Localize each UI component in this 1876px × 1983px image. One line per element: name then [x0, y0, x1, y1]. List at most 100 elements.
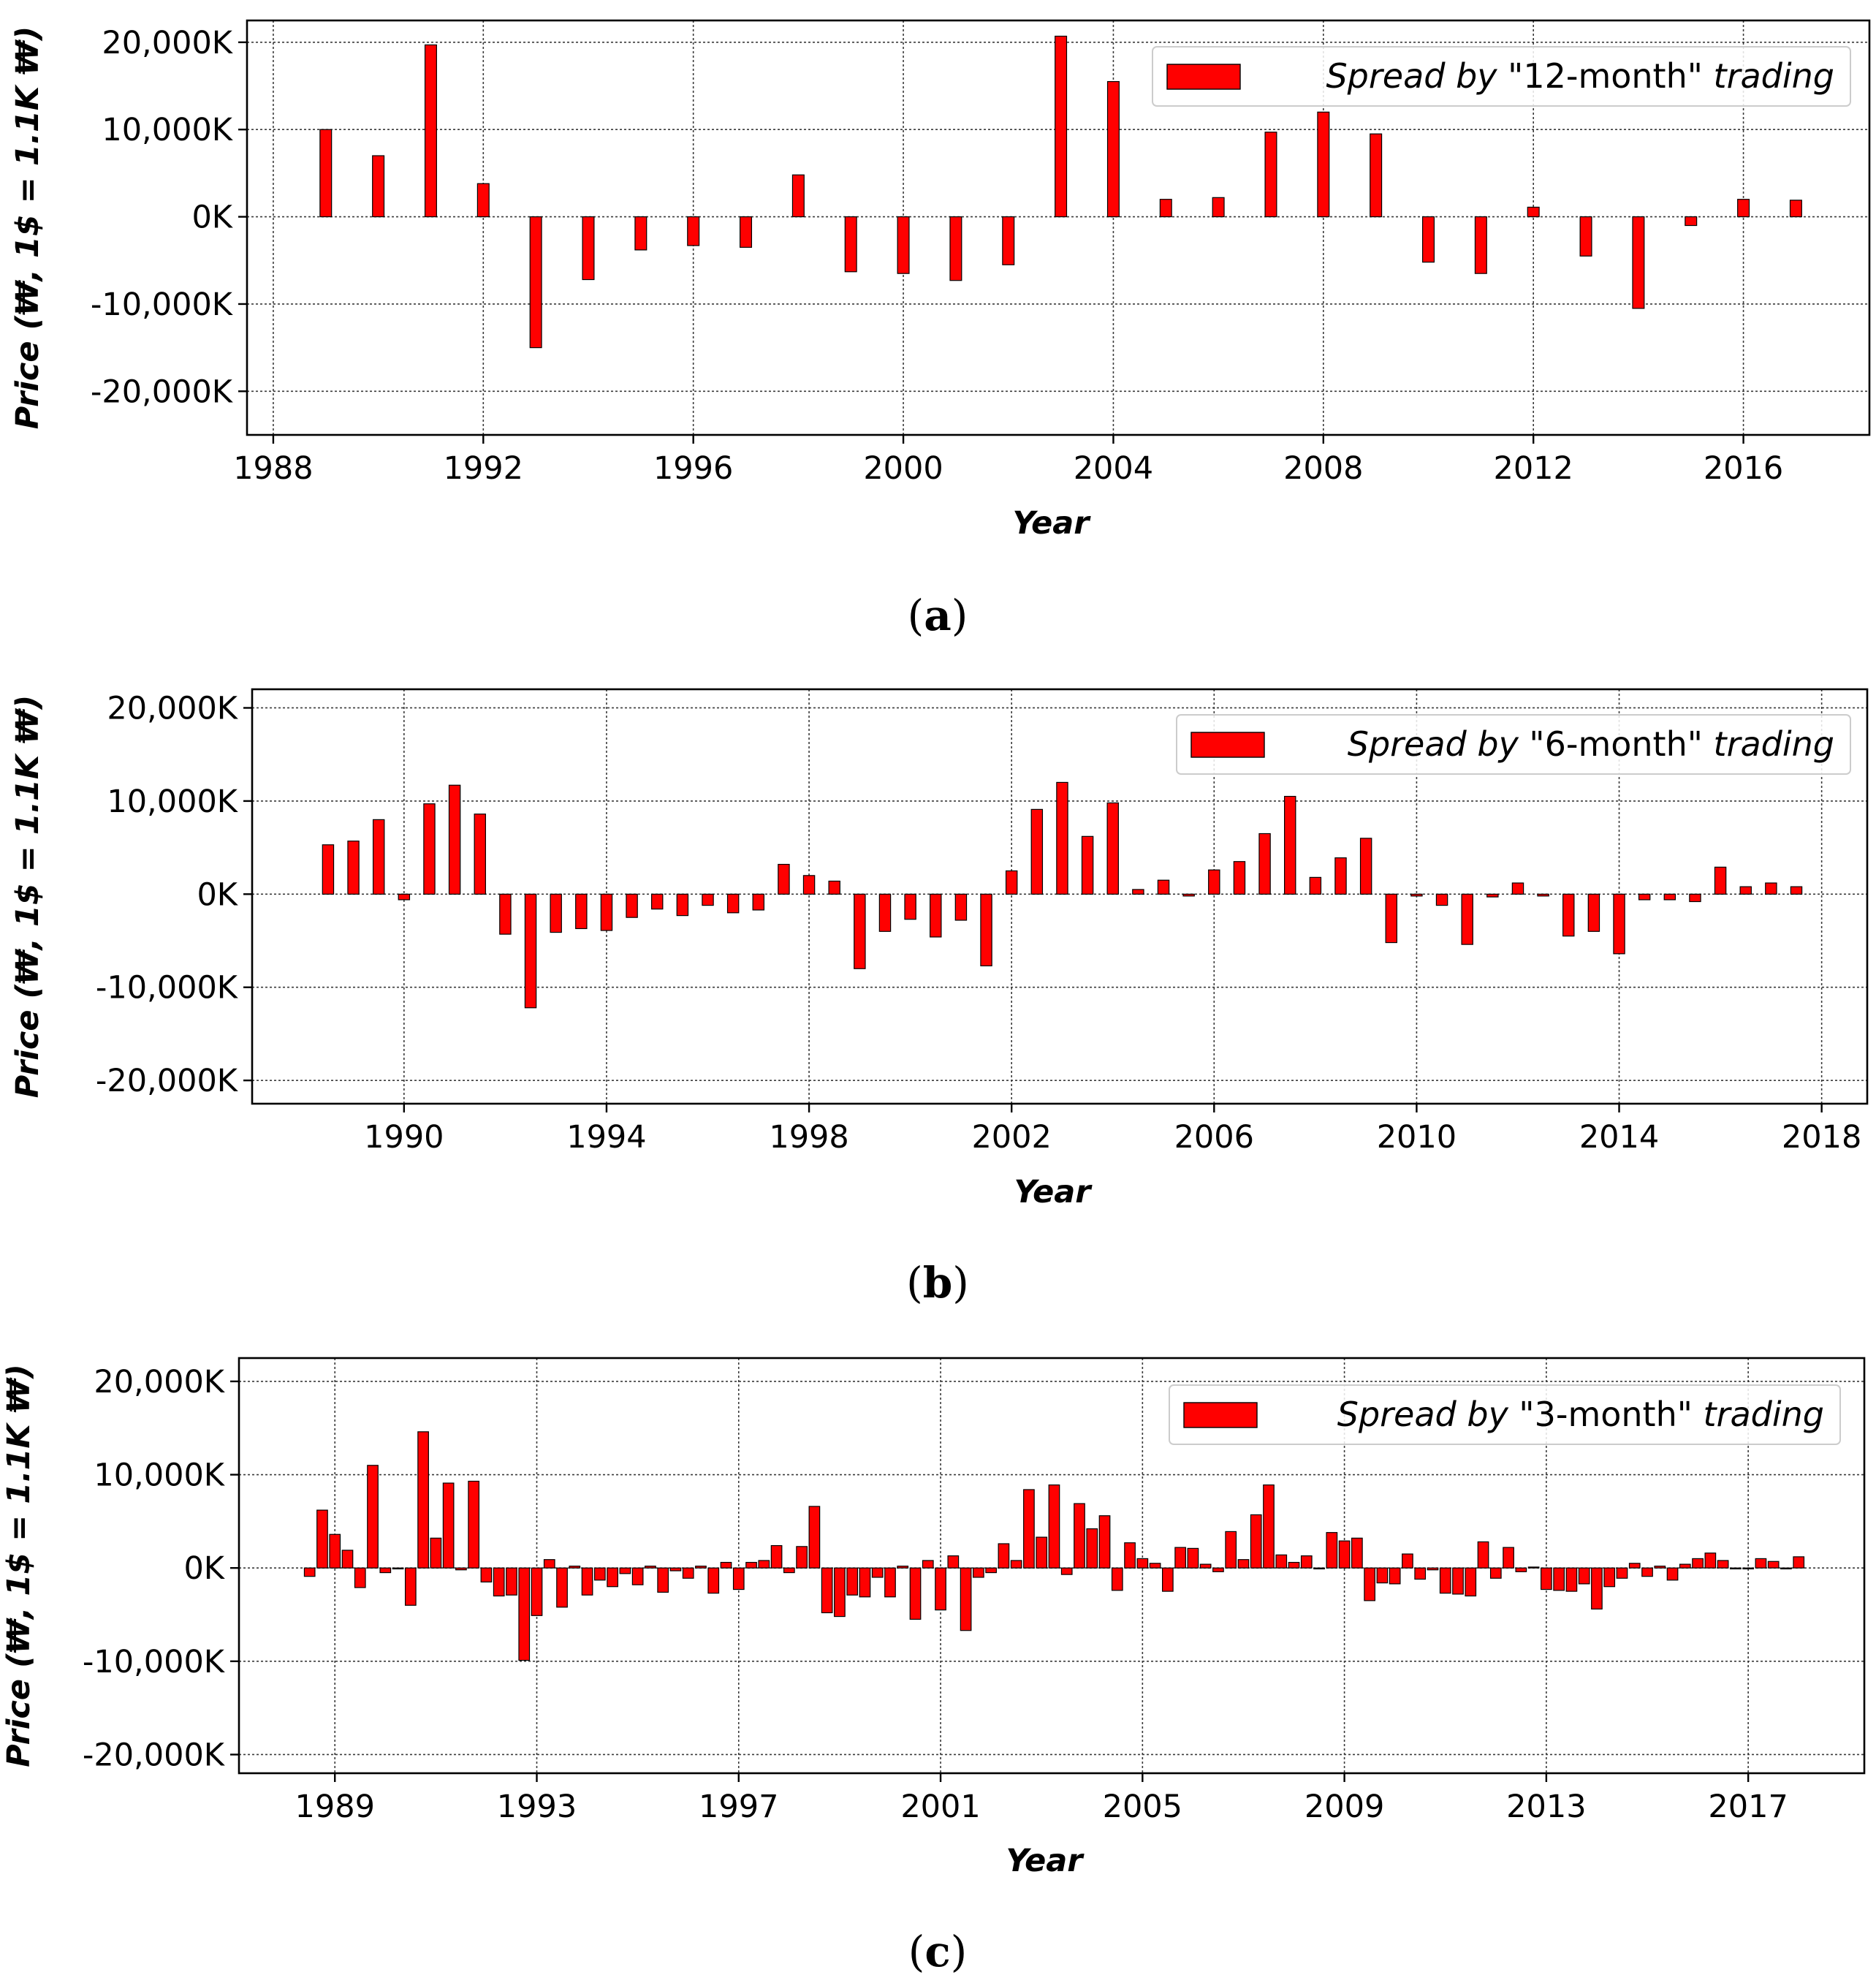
- bar: [949, 216, 962, 281]
- bar: [1780, 1567, 1792, 1570]
- bar: [821, 1567, 833, 1614]
- bar: [569, 1566, 581, 1569]
- bar: [844, 216, 857, 273]
- bar: [575, 893, 588, 930]
- bar: [1515, 1567, 1527, 1572]
- bar: [998, 1543, 1010, 1569]
- bar: [1159, 199, 1172, 218]
- bar: [980, 893, 992, 967]
- x-tick-label: 2013: [1506, 1789, 1586, 1825]
- bar: [1055, 35, 1068, 218]
- bar: [1136, 1558, 1149, 1569]
- y-axis-title: Price (₩, 1$ = 1.1K ₩): [10, 695, 46, 1099]
- x-tick-label: 1990: [364, 1119, 444, 1156]
- legend-label-part: Spread by: [1326, 56, 1508, 96]
- bar: [904, 893, 916, 920]
- bar: [1679, 1563, 1691, 1569]
- bar: [303, 1567, 316, 1577]
- bar: [1275, 1554, 1288, 1569]
- x-tick-label: 2017: [1708, 1789, 1788, 1825]
- panel-caption: (b): [906, 1258, 969, 1308]
- panel-b-6-month: 1990 1994 1998 2002 2006 2010 2014 2018 20,000K 1…: [10, 688, 1869, 1308]
- bar: [1414, 1567, 1427, 1580]
- legend-label: Spread by "6-month" trading: [1348, 724, 1834, 764]
- bar: [676, 893, 689, 917]
- bar: [1187, 1547, 1199, 1569]
- bar: [1264, 132, 1277, 218]
- panel-caption: (c): [908, 1927, 968, 1976]
- bar: [392, 1567, 404, 1570]
- bar: [1422, 216, 1435, 263]
- bar: [726, 893, 740, 914]
- bar: [1714, 866, 1727, 895]
- bar: [828, 880, 840, 895]
- x-tick-label: 2018: [1782, 1119, 1861, 1156]
- bar: [529, 216, 542, 349]
- bar: [1098, 1515, 1111, 1569]
- bar: [474, 814, 486, 895]
- bar: [480, 1567, 493, 1582]
- bar: [1503, 1547, 1514, 1569]
- bar: [1790, 886, 1803, 895]
- legend-swatch: [1166, 64, 1241, 90]
- y-tick-label: 20,000K: [94, 1364, 225, 1400]
- bar: [1739, 886, 1752, 895]
- bar: [1288, 1561, 1300, 1569]
- legend-label-part: "12-month": [1508, 56, 1703, 96]
- bar: [1663, 893, 1676, 900]
- bar: [960, 1567, 972, 1631]
- y-tick-label: 10,000K: [102, 112, 233, 148]
- bar: [1309, 876, 1322, 895]
- bar: [1461, 893, 1473, 945]
- caption-paren: ): [952, 1258, 969, 1308]
- bar: [1628, 1563, 1641, 1569]
- bar: [1237, 1559, 1250, 1569]
- panel-a-12-month: 1988 1992 1996 2000 2004 2008 2012 2016 20,000K 1…: [10, 19, 1871, 640]
- x-tick-label: 1997: [699, 1789, 778, 1825]
- bar: [1385, 893, 1397, 944]
- bar: [1486, 893, 1499, 898]
- bar: [1005, 870, 1018, 895]
- bar: [1632, 216, 1645, 309]
- bar: [930, 893, 942, 938]
- bar: [1300, 1555, 1313, 1569]
- bar: [543, 1559, 555, 1569]
- bar: [404, 1567, 417, 1606]
- bar: [846, 1567, 859, 1596]
- caption-paren: (: [906, 1258, 923, 1308]
- bar: [476, 183, 490, 218]
- caption-letter: b: [923, 1258, 953, 1308]
- y-tick-label: 0K: [197, 876, 238, 913]
- bar: [1157, 879, 1170, 895]
- bar: [732, 1567, 745, 1590]
- bar: [954, 893, 968, 921]
- bar: [758, 1560, 770, 1569]
- bar: [1402, 1553, 1413, 1569]
- bar: [499, 893, 512, 935]
- bar: [1283, 795, 1296, 895]
- bar: [1233, 861, 1246, 895]
- bar: [802, 875, 816, 895]
- legend-box: [1152, 46, 1851, 107]
- bar: [1338, 1540, 1351, 1569]
- bar: [1106, 802, 1119, 895]
- bar: [1389, 1567, 1401, 1585]
- bar: [372, 155, 385, 218]
- bar: [1030, 808, 1044, 895]
- bar: [720, 1561, 732, 1569]
- bar: [1124, 1542, 1136, 1569]
- bar: [493, 1567, 505, 1597]
- bar: [707, 1567, 720, 1594]
- legend-box: [1169, 1384, 1841, 1445]
- legend-label-part: trading: [1703, 724, 1834, 764]
- bar: [1616, 1567, 1628, 1579]
- bar: [1755, 1558, 1767, 1569]
- bar: [372, 819, 385, 895]
- bar: [1313, 1567, 1325, 1570]
- bar: [884, 1567, 896, 1598]
- legend-label: Spread by "12-month" trading: [1326, 56, 1834, 96]
- caption-paren: (: [908, 591, 924, 640]
- bar: [442, 1482, 455, 1569]
- x-tick-label: 1993: [497, 1789, 577, 1825]
